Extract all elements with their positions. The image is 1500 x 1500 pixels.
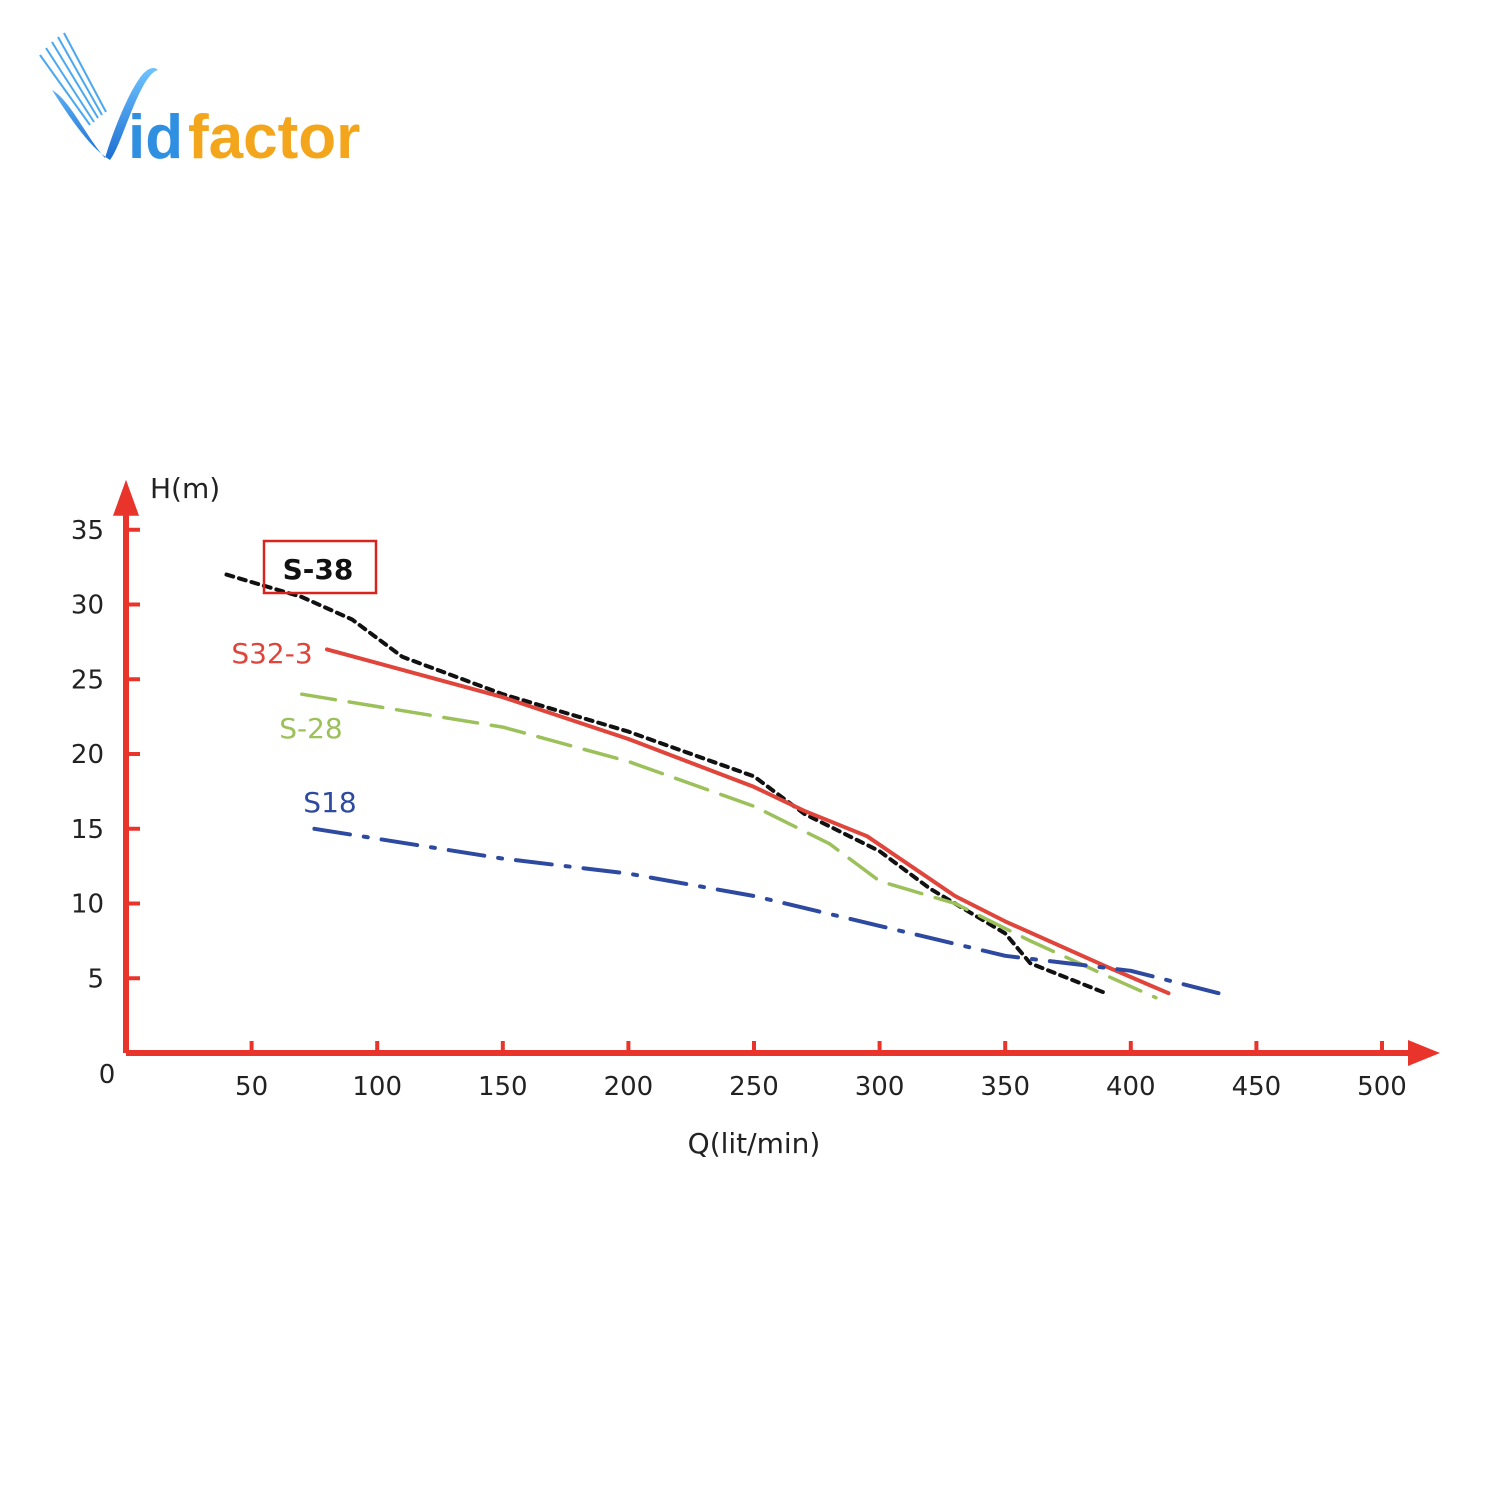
y-tick-label: 20 — [71, 740, 104, 770]
x-tick-label: 300 — [855, 1072, 905, 1102]
chart-labels-layer: S-38 S32-3 S-28 S18 — [231, 539, 378, 819]
x-axis-title: Q(lit/min) — [688, 1127, 821, 1160]
y-tick-label: 35 — [71, 516, 104, 546]
y-tick-label: 10 — [71, 890, 104, 920]
x-axis-arrow — [1408, 1040, 1440, 1066]
series-label-s18: S18 — [303, 786, 356, 819]
series-label-s32-3: S32-3 — [231, 637, 312, 670]
series-line-s18 — [312, 826, 1221, 996]
x-tick-label: 400 — [1106, 1072, 1156, 1102]
x-tick-label: 100 — [352, 1072, 402, 1102]
x-tick-label: 150 — [478, 1072, 528, 1102]
logo-text-id: id — [128, 103, 183, 170]
series-line-s32-3 — [325, 647, 1171, 996]
series-label-s-38: S-38 — [283, 553, 354, 586]
chart-series-layer — [224, 572, 1221, 1000]
y-axis-arrow — [113, 479, 139, 516]
x-tick-label: 450 — [1232, 1072, 1282, 1102]
x-tick-label: 50 — [235, 1072, 268, 1102]
series-label-s-28: S-28 — [279, 712, 343, 745]
x-tick-label: 500 — [1357, 1072, 1407, 1102]
y-tick-label: 5 — [87, 964, 104, 994]
x-tick-label: 200 — [604, 1072, 654, 1102]
chart-axes: 50 100 150 200 250 300 350 400 450 50051015202530… — [71, 472, 1440, 1160]
logo-text-factor: factor — [188, 103, 360, 170]
series-label-box-s-38 — [262, 539, 378, 595]
y-tick-label: 25 — [71, 665, 104, 695]
origin-label: 0 — [99, 1060, 116, 1090]
logo-feather-lines — [39, 32, 107, 126]
series-line-s-38 — [224, 572, 1108, 996]
vidfactor-logo: id factor — [39, 32, 360, 170]
x-tick-label: 350 — [980, 1072, 1030, 1102]
x-tick-label: 250 — [729, 1072, 779, 1102]
y-tick-label: 15 — [71, 815, 104, 845]
y-tick-label: 30 — [71, 591, 104, 621]
series-line-s-28 — [300, 692, 1158, 1000]
y-axis-title: H(m) — [150, 472, 220, 505]
logo-v-mark — [52, 67, 158, 160]
